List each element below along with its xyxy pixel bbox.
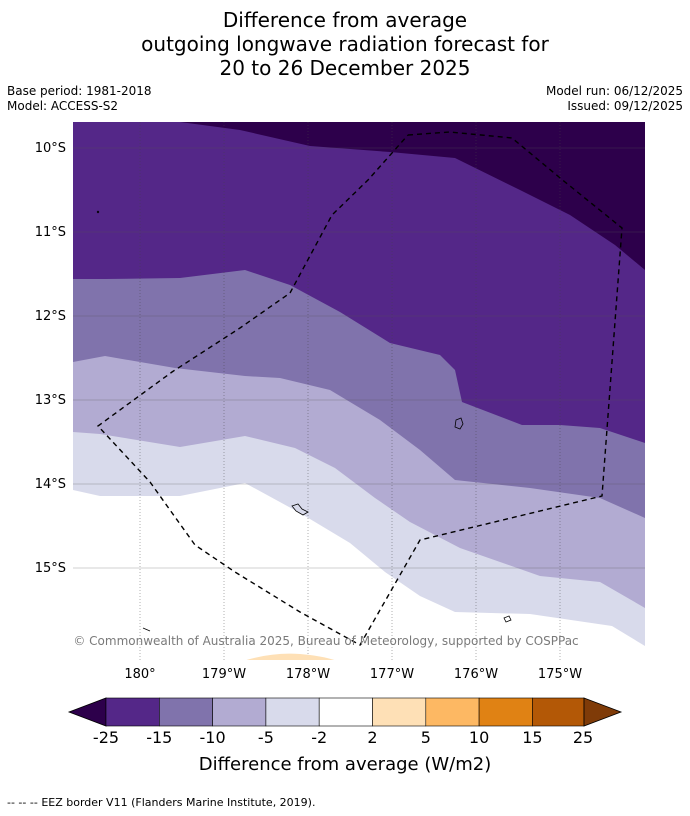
eez-legend-text: EEZ border V11 (Flanders Marine Institut… [41, 796, 316, 809]
colorbar: -25 -15 -10 -5 -2 2 5 10 15 25 Differenc… [67, 697, 623, 775]
model-run: Model run: 06/12/2025 [545, 84, 683, 98]
colorbar-tick: -5 [258, 728, 274, 747]
band-minus-25 [180, 122, 645, 270]
meta-right: Model run: 06/12/2025 Issued: 09/12/2025 [546, 84, 683, 114]
issued-date: Issued: 09/12/2025 [567, 99, 683, 113]
colorbar-segment [425, 697, 480, 727]
eez-legend-dash: -- -- -- [7, 796, 38, 809]
lat-label: 15°S [35, 561, 66, 576]
colorbar-tick: 5 [421, 728, 431, 747]
colorbar-tick: -15 [146, 728, 172, 747]
colorbar-label: Difference from average (W/m2) [199, 754, 491, 775]
colorbar-tick: 25 [573, 728, 593, 747]
colorbar-segment [105, 697, 160, 727]
lon-label: 179°W [202, 667, 246, 682]
lat-labels: 10°S 11°S 12°S 13°S 14°S 15°S [35, 141, 66, 576]
lat-label: 13°S [35, 393, 66, 408]
colorbar-tick: -2 [311, 728, 327, 747]
copyright-notice: © Commonwealth of Australia 2025, Bureau… [73, 634, 578, 648]
title-line-1: Difference from average [222, 8, 468, 32]
lon-label: 176°W [454, 667, 498, 682]
positive-anomaly-patch [246, 653, 335, 660]
colorbar-segment [212, 697, 267, 727]
lat-label: 11°S [35, 225, 66, 240]
model-name: Model: ACCESS-S2 [7, 99, 119, 113]
colorbar-segment [532, 697, 585, 727]
islands [96, 210, 512, 632]
island-southwest [142, 627, 151, 632]
colorbar-extend-low [67, 697, 107, 727]
island-futuna [454, 417, 464, 430]
title-line-3: 20 to 26 December 2025 [219, 56, 471, 80]
colorbar-extend-high [583, 697, 623, 727]
colorbar-tick: 2 [367, 728, 377, 747]
colorbar-segment [478, 697, 533, 727]
lon-label: 177°W [370, 667, 414, 682]
colorbar-tick: -10 [200, 728, 226, 747]
lat-label: 10°S [35, 141, 66, 156]
map-area: © Commonwealth of Australia 2025, Bureau… [73, 122, 645, 660]
lon-label: 180° [124, 667, 155, 682]
colorbar-tick: 15 [522, 728, 542, 747]
colorbar-ticks: -25 -15 -10 -5 -2 2 5 10 15 25 [93, 728, 593, 747]
colorbar-segment [318, 697, 373, 727]
colorbar-tick: 10 [469, 728, 489, 747]
island-wallis [291, 503, 309, 516]
base-period: Base period: 1981-2018 [7, 84, 152, 98]
colorbar-segment [372, 697, 427, 727]
graticule [73, 147, 645, 569]
colorbar-segment [159, 697, 213, 727]
title-line-2: outgoing longwave radiation forecast for [141, 32, 549, 56]
legend-footer: -- -- -- EEZ border V11 (Flanders Marine… [7, 796, 315, 809]
island-northwest [96, 210, 100, 214]
colorbar-tick: -25 [93, 728, 119, 747]
colorbar-segment [265, 697, 320, 727]
lat-label: 14°S [35, 477, 66, 492]
band-minus-15 [73, 122, 645, 443]
lon-label: 175°W [538, 667, 582, 682]
lat-label: 12°S [35, 309, 66, 324]
island-small-south [503, 615, 512, 623]
meta-left: Base period: 1981-2018 Model: ACCESS-S2 [7, 84, 152, 114]
lon-labels: 180° 179°W 178°W 177°W 176°W 175°W [124, 667, 582, 682]
chart-title: Difference from average outgoing longwav… [0, 8, 690, 80]
eez-border [96, 131, 623, 646]
lon-label: 178°W [286, 667, 330, 682]
